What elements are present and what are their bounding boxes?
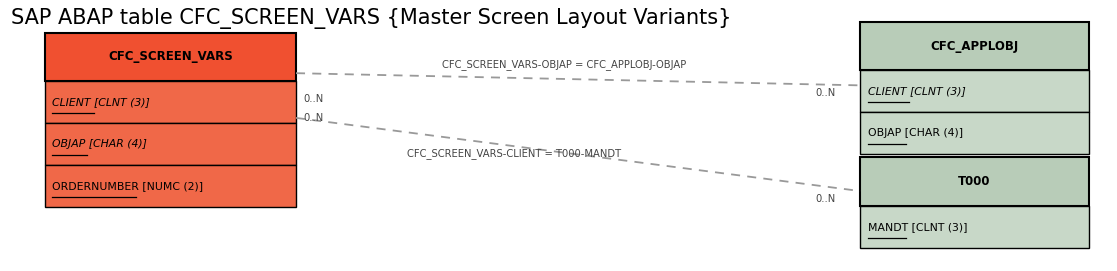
Text: CLIENT [CLNT (3)]: CLIENT [CLNT (3)] (868, 86, 966, 96)
Text: 0..N: 0..N (815, 194, 836, 204)
Text: OBJAP [CHAR (4)]: OBJAP [CHAR (4)] (868, 128, 963, 138)
Bar (860, 157, 1089, 206)
Text: OBJAP [CHAR (4)]: OBJAP [CHAR (4)] (52, 139, 147, 149)
Text: ORDERNUMBER [NUMC (2)]: ORDERNUMBER [NUMC (2)] (52, 181, 203, 191)
Text: CFC_SCREEN_VARS: CFC_SCREEN_VARS (108, 50, 232, 63)
Text: MANDT [CLNT (3)]: MANDT [CLNT (3)] (868, 222, 967, 232)
Text: 0..N: 0..N (815, 89, 836, 98)
Text: CFC_APPLOBJ: CFC_APPLOBJ (930, 40, 1019, 53)
Text: CLIENT [CLNT (3)]: CLIENT [CLNT (3)] (52, 97, 151, 107)
Bar (860, 22, 1089, 70)
Bar (45, 33, 296, 81)
Text: CFC_SCREEN_VARS-OBJAP = CFC_APPLOBJ-OBJAP: CFC_SCREEN_VARS-OBJAP = CFC_APPLOBJ-OBJA… (442, 60, 686, 70)
Bar (860, 206, 1089, 248)
Bar (45, 123, 296, 165)
Bar (860, 112, 1089, 154)
Text: SAP ABAP table CFC_SCREEN_VARS {Master Screen Layout Variants}: SAP ABAP table CFC_SCREEN_VARS {Master S… (11, 8, 732, 29)
Bar (45, 165, 296, 207)
Bar (860, 70, 1089, 112)
Text: T000: T000 (958, 175, 991, 188)
Bar (45, 81, 296, 123)
Text: CFC_SCREEN_VARS-CLIENT = T000-MANDT: CFC_SCREEN_VARS-CLIENT = T000-MANDT (407, 148, 621, 159)
Text: 0..N: 0..N (304, 113, 324, 123)
Text: 0..N: 0..N (304, 94, 324, 104)
